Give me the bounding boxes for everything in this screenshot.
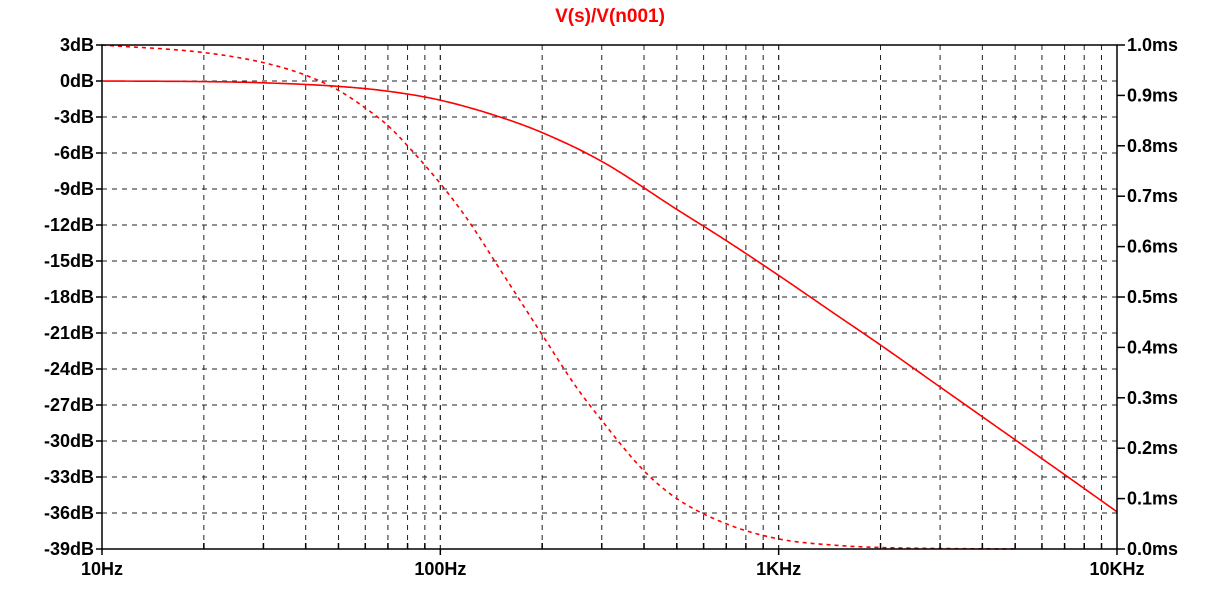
x-tick-label: 100Hz: [414, 559, 466, 579]
y-left-tick-label: -24dB: [44, 359, 94, 379]
y-left-tick-label: 3dB: [60, 35, 94, 55]
y-right-tick-label: 0.0ms: [1127, 539, 1178, 559]
y-right-tick-label: 0.4ms: [1127, 337, 1178, 357]
chart-title: V(s)/V(n001): [555, 6, 665, 27]
y-right-tick-label: 0.7ms: [1127, 186, 1178, 206]
y-left-tick-label: -15dB: [44, 251, 94, 271]
y-left-tick-label: 0dB: [60, 71, 94, 91]
y-right-tick-label: 0.6ms: [1127, 237, 1178, 257]
y-right-tick-label: 0.1ms: [1127, 489, 1178, 509]
x-tick-label: 1KHz: [756, 559, 801, 579]
series-layer: [101, 44, 1118, 550]
y-right-tick-label: 0.3ms: [1127, 388, 1178, 408]
y-left-tick-label: -9dB: [54, 179, 94, 199]
y-left-tick-label: -27dB: [44, 395, 94, 415]
y-left-tick-label: -21dB: [44, 323, 94, 343]
x-tick-label: 10Hz: [81, 559, 123, 579]
y-right-tick-label: 0.8ms: [1127, 136, 1178, 156]
y-right-tick-label: 0.5ms: [1127, 287, 1178, 307]
grid-layer: [102, 45, 1117, 549]
y-right-tick-label: 0.9ms: [1127, 85, 1178, 105]
y-left-tick-label: -30dB: [44, 431, 94, 451]
x-tick-label: 10KHz: [1089, 559, 1144, 579]
tick-layer: [96, 44, 1125, 555]
y-left-tick-label: -39dB: [44, 539, 94, 559]
y-left-tick-label: -36dB: [44, 503, 94, 523]
y-left-tick-label: -18dB: [44, 287, 94, 307]
magnitude-curve: [101, 80, 1118, 513]
y-right-tick-label: 1.0ms: [1127, 35, 1178, 55]
y-left-tick-label: -3dB: [54, 107, 94, 127]
y-right-tick-label: 0.2ms: [1127, 438, 1178, 458]
y-left-tick-label: -12dB: [44, 215, 94, 235]
y-left-tick-label: -33dB: [44, 467, 94, 487]
label-layer: 3dB 0dB -3dB -6dB -9dB -12dB -15dB -18dB -21dB -2…: [44, 35, 1178, 579]
y-left-tick-label: -6dB: [54, 143, 94, 163]
group-delay-curve: [101, 44, 1016, 550]
